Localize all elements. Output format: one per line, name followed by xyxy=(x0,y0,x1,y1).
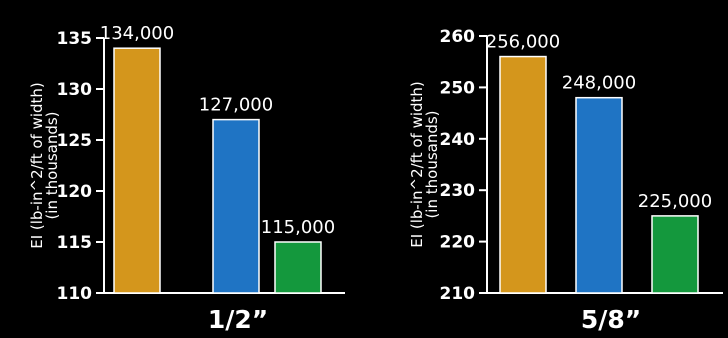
bar xyxy=(113,47,161,294)
y-tick-label: 230 xyxy=(440,181,476,201)
y-tick-label: 115 xyxy=(57,233,93,253)
bar xyxy=(575,96,623,294)
data-label: 115,000 xyxy=(261,217,335,238)
y-tick-label: 260 xyxy=(440,27,476,47)
y-tick-label: 110 xyxy=(57,284,93,304)
y-axis-label-line-2: (in thousands) xyxy=(43,111,61,219)
y-tick-label: 130 xyxy=(57,80,93,100)
y-tick-label: 120 xyxy=(57,182,93,202)
y-tick-label: 135 xyxy=(57,29,93,49)
data-label: 248,000 xyxy=(562,73,636,94)
data-label: 225,000 xyxy=(638,191,712,212)
y-axis-label: EI (lb-in^2/ft of width) xyxy=(408,81,426,248)
y-tick-label: 250 xyxy=(440,78,476,98)
bar xyxy=(651,215,699,294)
chart-panel-1: 110 115 120 125 130 135 134,000 127,000 115,000 E… xyxy=(28,23,345,334)
chart-title: 5/8” xyxy=(581,305,641,334)
y-axis-label: EI (lb-in^2/ft of width) xyxy=(28,82,46,249)
bar xyxy=(499,55,547,294)
y-axis-label-line-2: (in thousands) xyxy=(423,110,441,218)
bar xyxy=(274,241,322,294)
data-label: 134,000 xyxy=(100,23,174,44)
y-tick-label: 240 xyxy=(440,130,476,150)
bar xyxy=(212,118,260,294)
data-label: 256,000 xyxy=(486,32,560,53)
data-label: 127,000 xyxy=(199,95,273,116)
y-tick-label: 210 xyxy=(440,284,476,304)
y-tick-label: 125 xyxy=(57,131,93,151)
y-tick-label: 220 xyxy=(440,233,476,253)
chart-title: 1/2” xyxy=(208,305,268,334)
